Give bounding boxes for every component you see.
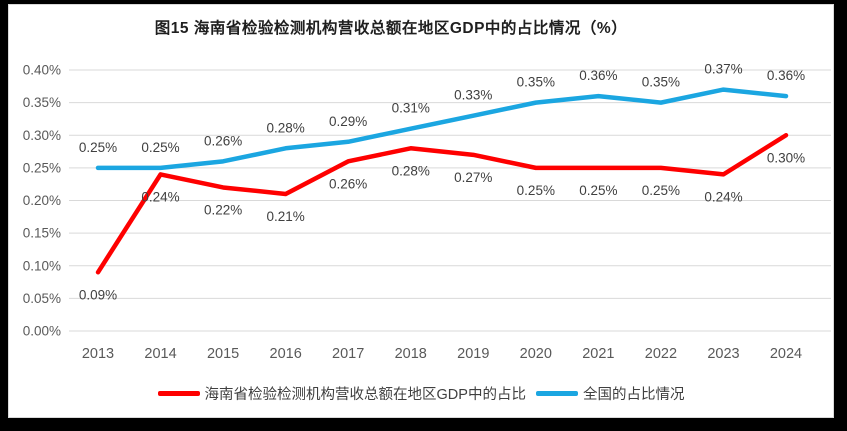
chart-card: 图15 海南省检验检测机构营收总额在地区GDP中的占比情况（%） 0.00% 0.… (8, 4, 834, 418)
data-label: 0.30% (767, 150, 805, 165)
data-label: 0.27% (454, 170, 492, 185)
y-tick-label: 0.10% (23, 258, 61, 273)
y-tick-label: 0.15% (23, 226, 61, 241)
y-tick-label: 0.20% (23, 193, 61, 208)
y-tick-label: 0.35% (23, 95, 61, 110)
x-tick-label: 2018 (395, 346, 427, 362)
x-tick-label: 2015 (207, 346, 239, 362)
x-tick-label: 2022 (645, 346, 677, 362)
legend-swatch-hainan-icon (157, 391, 200, 396)
chart-svg: 0.00% 0.05% 0.10% 0.15% 0.20% 0.25% 0.30% 0.35%… (23, 62, 831, 362)
data-label: 0.21% (266, 209, 304, 224)
y-tick-label: 0.25% (23, 160, 61, 175)
x-tick-label: 2019 (457, 346, 489, 362)
data-label: 0.09% (79, 287, 117, 302)
data-label: 0.36% (767, 68, 805, 83)
data-label: 0.28% (392, 163, 430, 178)
data-label: 0.35% (642, 75, 680, 90)
legend-swatch-national-icon (535, 391, 578, 396)
chart-title: 图15 海南省检验检测机构营收总额在地区GDP中的占比情况（%） (154, 20, 628, 37)
data-label: 0.25% (79, 140, 117, 155)
x-tick-label: 2016 (270, 346, 302, 362)
y-tick-label: 0.30% (23, 128, 61, 143)
x-tick-label: 2014 (144, 346, 176, 362)
data-label: 0.25% (517, 183, 555, 198)
data-label: 0.26% (204, 133, 242, 148)
legend-label-hainan: 海南省检验检测机构营收总额在地区GDP中的占比 (204, 387, 526, 403)
x-tick-label: 2017 (332, 346, 364, 362)
x-tick-label: 2023 (707, 346, 739, 362)
data-label: 0.24% (704, 189, 742, 204)
data-label: 0.25% (141, 140, 179, 155)
data-label: 0.29% (329, 114, 367, 129)
x-tick-label: 2021 (582, 346, 614, 362)
data-label: 0.35% (517, 75, 555, 90)
series-line (95, 87, 789, 171)
legend-item-hainan: 海南省检验检测机构营收总额在地区GDP中的占比 (157, 383, 526, 404)
data-label: 0.37% (704, 62, 742, 77)
x-tick-label: 2024 (770, 346, 802, 362)
y-tick-label: 0.05% (23, 291, 61, 306)
y-tick-label: 0.00% (23, 324, 61, 339)
x-tick-label: 2013 (82, 346, 114, 362)
legend-item-national: 全国的占比情况 (535, 383, 685, 404)
y-tick-label: 0.40% (23, 63, 61, 78)
data-label: 0.26% (329, 176, 367, 191)
legend-label-national: 全国的占比情况 (582, 387, 685, 403)
chart-legend: 海南省检验检测机构营收总额在地区GDP中的占比 全国的占比情况 (9, 383, 833, 404)
data-label: 0.24% (141, 189, 179, 204)
data-label: 0.31% (392, 101, 430, 116)
data-label: 0.33% (454, 88, 492, 103)
data-label: 0.36% (579, 68, 617, 83)
x-tick-label: 2020 (520, 346, 552, 362)
series-line (95, 133, 789, 275)
data-label: 0.25% (579, 183, 617, 198)
data-label: 0.22% (204, 202, 242, 217)
data-label: 0.28% (266, 120, 304, 135)
data-label: 0.25% (642, 183, 680, 198)
